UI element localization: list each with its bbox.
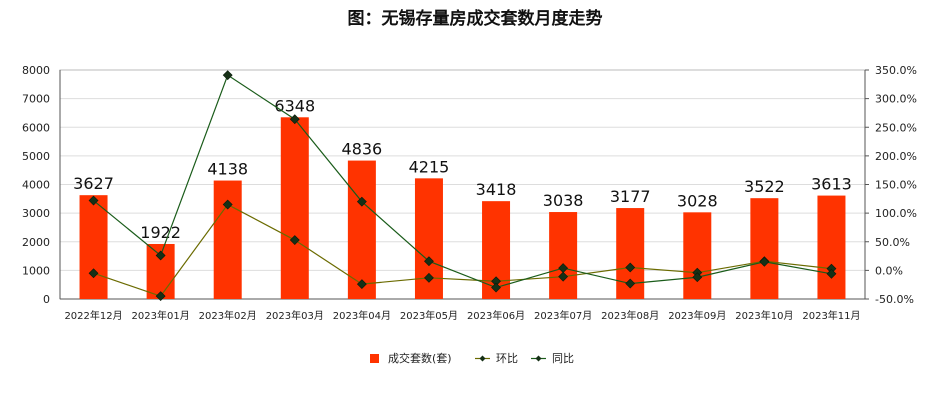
bar-value-label: 3522 — [744, 177, 785, 196]
series-line — [93, 74, 832, 289]
series-marker — [222, 70, 233, 81]
series-marker — [88, 268, 99, 279]
series-marker — [424, 256, 434, 267]
x-tick-label: 2023年08月 — [601, 309, 659, 322]
y-right-tick-label: 100.0% — [875, 207, 917, 220]
series-marker — [222, 199, 233, 210]
series-marker — [625, 262, 636, 273]
x-tick-label: 2023年01月 — [132, 309, 190, 322]
x-tick-label: 2023年03月 — [266, 309, 324, 322]
legend-marker — [479, 355, 486, 362]
series-marker — [491, 282, 501, 293]
series-marker — [289, 235, 300, 245]
y-right-tick-label: 300.0% — [875, 93, 917, 106]
bar-value-label: 3627 — [73, 174, 114, 193]
bar-value-label: 4138 — [207, 160, 248, 179]
series-marker — [88, 195, 99, 206]
y-left-tick-label: 4000 — [22, 179, 50, 192]
bar-value-label: 4215 — [409, 157, 450, 176]
series-marker — [826, 268, 837, 279]
x-tick-label: 2022年12月 — [64, 309, 122, 322]
bar — [817, 195, 846, 299]
series-marker — [424, 272, 434, 283]
x-tick-label: 2023年09月 — [668, 309, 726, 322]
bar — [280, 117, 309, 299]
x-tick-label: 2023年06月 — [467, 309, 525, 322]
chart-title: 图：无锡存量房成交套数月度走势 — [347, 9, 603, 29]
legend-swatch — [370, 354, 379, 363]
y-left-tick-label: 8000 — [22, 64, 50, 77]
y-right-tick-label: 50.0% — [875, 236, 910, 249]
bar-value-label: 6348 — [274, 96, 315, 115]
series-marker — [155, 250, 166, 261]
series-marker — [155, 291, 166, 302]
y-right-tick-label: 0.0% — [875, 264, 903, 277]
series-marker — [759, 256, 770, 267]
y-right-tick-label: 200.0% — [875, 150, 917, 163]
x-tick-label: 2023年11月 — [802, 309, 860, 322]
y-left-tick-label: 3000 — [22, 207, 50, 220]
bar-value-label: 4836 — [342, 140, 383, 159]
series-marker — [558, 263, 569, 274]
y-right-tick-label: 350.0% — [875, 64, 917, 77]
legend-marker — [535, 355, 542, 362]
x-tick-label: 2023年10月 — [735, 309, 793, 322]
series-marker — [356, 196, 367, 207]
bar-value-label: 3418 — [476, 180, 517, 199]
series-marker — [356, 279, 367, 290]
bar — [549, 212, 578, 299]
bar-value-label: 3028 — [677, 191, 718, 210]
x-tick-label: 2023年04月 — [333, 309, 391, 322]
y-left-tick-label: 0 — [43, 293, 50, 306]
y-left-tick-label: 7000 — [22, 93, 50, 106]
y-right-tick-label: 250.0% — [875, 121, 917, 134]
bar — [347, 160, 376, 299]
y-right-tick-label: 150.0% — [875, 179, 917, 192]
legend-label: 成交套数(套) — [388, 351, 452, 365]
bar-value-label: 3038 — [543, 191, 584, 210]
bar — [750, 198, 779, 299]
bar — [79, 195, 108, 299]
bar-value-label: 3177 — [610, 187, 651, 206]
y-left-tick-label: 2000 — [22, 236, 50, 249]
x-tick-label: 2023年05月 — [400, 309, 458, 322]
y-left-tick-label: 1000 — [22, 264, 50, 277]
series-marker — [625, 278, 636, 289]
bar — [213, 180, 242, 299]
series-marker — [558, 271, 569, 282]
series-line — [93, 203, 832, 297]
y-right-tick-label: -50.0% — [875, 293, 914, 306]
x-tick-label: 2023年02月 — [199, 309, 257, 322]
legend-label: 环比 — [496, 352, 518, 365]
series-marker — [289, 114, 300, 125]
y-left-tick-label: 6000 — [22, 121, 50, 134]
legend-label: 同比 — [552, 352, 574, 365]
bar-value-label: 3613 — [811, 175, 852, 194]
x-tick-label: 2023年07月 — [534, 309, 592, 322]
series-marker — [692, 272, 703, 283]
y-left-tick-label: 5000 — [22, 150, 50, 163]
bar — [683, 212, 712, 299]
bar-value-label: 1922 — [140, 223, 181, 242]
